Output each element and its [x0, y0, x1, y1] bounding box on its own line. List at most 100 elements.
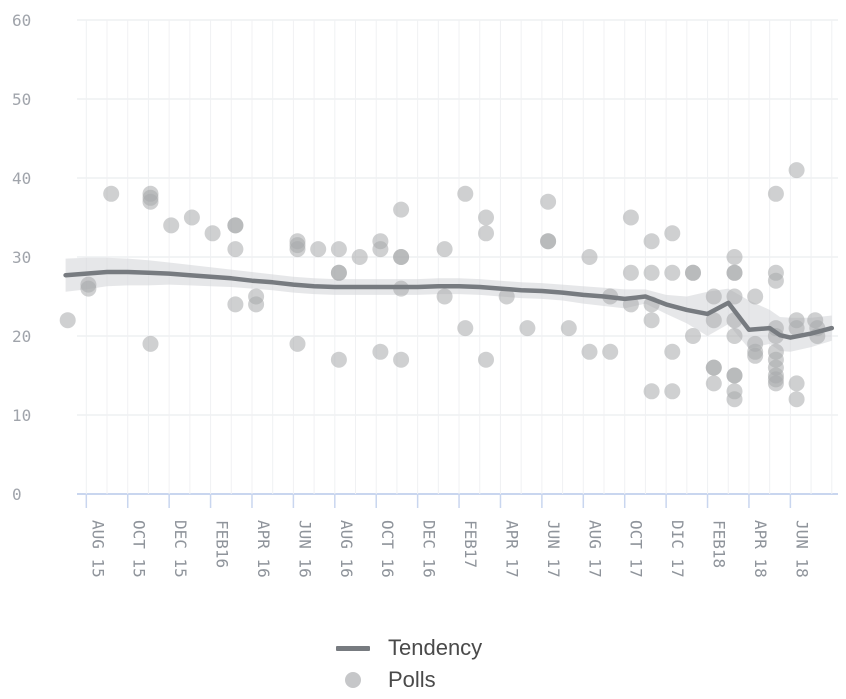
- y-tick-label: 50: [12, 90, 31, 109]
- x-tick-label: JUN 16: [295, 520, 314, 578]
- poll-dot: [747, 288, 764, 305]
- y-tick-label: 30: [12, 248, 31, 267]
- poll-dot: [227, 217, 244, 234]
- tendency-line-group: [63, 269, 835, 340]
- poll-dot: [142, 335, 159, 352]
- poll-dot: [457, 185, 474, 202]
- poll-dot: [330, 241, 347, 258]
- poll-dot: [183, 209, 200, 226]
- poll-dot: [622, 264, 639, 281]
- poll-dot: [767, 272, 784, 289]
- poll-dot: [664, 383, 681, 400]
- poll-dot: [581, 343, 598, 360]
- poll-dot: [726, 249, 743, 265]
- poll-dot: [310, 241, 327, 258]
- poll-dot: [747, 347, 764, 364]
- poll-dot: [227, 241, 244, 258]
- y-tick-label: 40: [12, 169, 31, 188]
- poll-dot: [685, 328, 701, 344]
- poll-dot: [142, 189, 159, 206]
- poll-dot: [685, 264, 701, 281]
- poll-dot: [248, 296, 265, 313]
- y-axis-ticks: 0 10 20 30 40 50 60: [12, 11, 31, 504]
- poll-dot: [478, 225, 494, 242]
- x-tick-label: APR 18: [751, 520, 770, 578]
- poll-dot: [204, 225, 221, 242]
- y-tick-label: 0: [12, 485, 22, 504]
- x-tick-label: DIC 17: [668, 520, 687, 578]
- y-tick-label: 20: [12, 327, 31, 346]
- x-tick-label: JUN 18: [792, 520, 811, 578]
- poll-dot: [372, 241, 389, 258]
- poll-dot: [664, 264, 681, 281]
- poll-dot: [643, 312, 660, 329]
- poll-dot: [372, 343, 389, 360]
- y-tick-label: 10: [12, 406, 31, 425]
- poll-dot: [767, 375, 784, 392]
- poll-dot: [726, 264, 743, 281]
- poll-dot: [705, 375, 722, 392]
- x-tick-label: FEB16: [213, 520, 232, 568]
- poll-dot: [330, 351, 347, 368]
- poll-dot: [289, 335, 306, 352]
- poll-dot: [705, 288, 722, 305]
- tendency-line: [63, 269, 835, 340]
- poll-dot: [788, 375, 805, 392]
- x-axis-ticks: AUG 15 OCT 15 DEC 15 FEB16 APR 16 JUN 16 AUG 1…: [85, 494, 811, 578]
- poll-dot: [788, 391, 805, 408]
- grid-lines: [77, 19, 838, 495]
- poll-dot: [478, 351, 494, 368]
- poll-dot: [498, 288, 515, 305]
- poll-dots: [59, 162, 826, 408]
- poll-dot: [788, 162, 805, 179]
- poll-dot: [59, 312, 76, 329]
- legend-label-polls: Polls: [388, 667, 436, 692]
- poll-dot: [519, 320, 536, 337]
- poll-dot: [705, 359, 722, 376]
- poll-dot: [540, 233, 557, 250]
- legend: Tendency Polls: [336, 632, 482, 696]
- x-tick-label: JUN 17: [544, 520, 563, 578]
- x-tick-label: APR 17: [502, 520, 521, 578]
- poll-dot: [664, 343, 681, 360]
- y-tick-label: 60: [12, 11, 31, 30]
- poll-dot: [726, 288, 743, 305]
- poll-dot: [602, 343, 619, 360]
- poll-dot: [163, 217, 180, 234]
- x-tick-label: DEC 15: [171, 520, 190, 578]
- poll-dot: [726, 367, 743, 384]
- poll-dot: [705, 312, 722, 329]
- polls-swatch: [345, 672, 361, 688]
- x-tick-label: FEB17: [461, 520, 480, 568]
- poll-dot: [393, 201, 410, 218]
- tendency-band: [65, 257, 832, 352]
- poll-dot: [560, 320, 577, 337]
- x-tick-label: OCT 15: [130, 520, 149, 578]
- x-tick-label: DEC 16: [420, 520, 439, 578]
- poll-dot: [622, 209, 639, 226]
- x-tick-label: AUG 16: [337, 520, 356, 578]
- legend-label-tendency: Tendency: [388, 635, 483, 660]
- legend-item-tendency: Tendency: [336, 632, 482, 664]
- poll-dot: [393, 249, 410, 265]
- poll-dot: [788, 320, 805, 337]
- poll-dot: [643, 233, 660, 250]
- poll-dot: [726, 391, 743, 408]
- x-tick-label: OCT 16: [378, 520, 397, 578]
- poll-dot: [540, 193, 557, 210]
- legend-item-polls: Polls: [336, 664, 482, 696]
- poll-dot: [436, 241, 453, 258]
- poll-dot: [643, 264, 660, 281]
- tendency-swatch: [336, 645, 370, 651]
- confidence-band: [65, 257, 832, 352]
- poll-dot: [478, 209, 494, 226]
- polling-chart: 0 10 20 30 40 50 60 AUG 15 OCT 15 DEC 15 FEB16 APR…: [12, 11, 838, 578]
- poll-dot: [80, 280, 97, 297]
- poll-dot: [330, 264, 347, 281]
- poll-dot: [664, 225, 681, 242]
- x-tick-label: APR 16: [254, 520, 273, 578]
- x-tick-label: FEB18: [710, 520, 729, 568]
- poll-dot: [227, 296, 244, 313]
- poll-dot: [289, 241, 306, 258]
- poll-dot: [581, 249, 598, 265]
